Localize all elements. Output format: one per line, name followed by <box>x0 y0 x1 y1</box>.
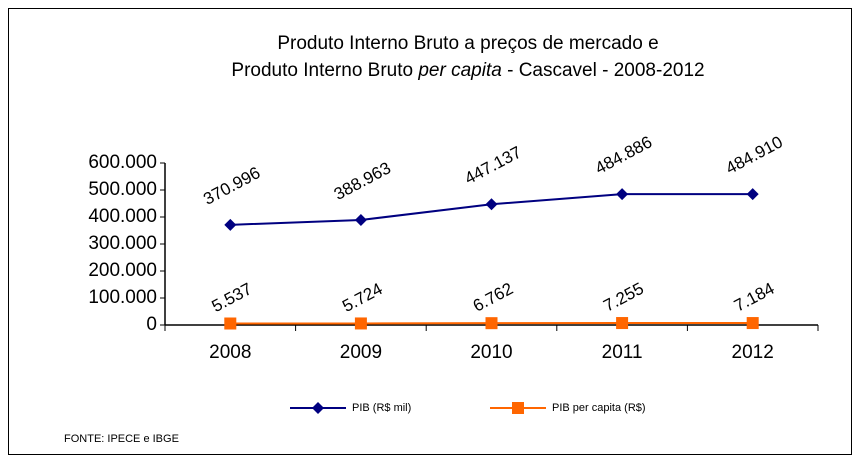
title-part: Produto Interno Bruto <box>231 60 418 81</box>
legend-label: PIB per capita (R$) <box>552 402 646 414</box>
y-tick-label: 200.000 <box>88 260 157 281</box>
data-point <box>485 198 498 211</box>
legend-marker <box>312 402 324 414</box>
title-part: per capita <box>417 60 501 81</box>
chart-title: Produto Interno Bruto per capita - Casca… <box>231 60 704 81</box>
legend-marker <box>512 402 524 414</box>
x-tick-label: 2011 <box>602 342 643 363</box>
y-tick-label: 500.000 <box>88 179 157 200</box>
data-point <box>354 317 367 330</box>
data-point <box>224 317 237 330</box>
source-note: FONTE: IPECE e IBGE <box>64 433 179 445</box>
y-tick-label: 600.000 <box>88 152 157 173</box>
data-point <box>485 317 498 330</box>
y-tick-label: 400.000 <box>88 206 157 227</box>
data-point <box>354 213 367 226</box>
chart-border <box>8 8 852 455</box>
x-tick-label: 2012 <box>732 342 774 363</box>
y-tick-label: 300.000 <box>88 233 157 254</box>
data-point <box>616 317 629 330</box>
x-tick-label: 2010 <box>470 342 512 363</box>
title-part: - Cascavel - 2008-2012 <box>502 60 705 81</box>
x-tick-label: 2008 <box>209 342 251 363</box>
chart-title: Produto Interno Bruto a preços de mercad… <box>277 33 658 54</box>
data-point <box>616 188 629 201</box>
data-point <box>746 188 759 201</box>
data-point <box>746 317 759 330</box>
y-tick-label: 100.000 <box>88 287 157 308</box>
y-tick-label: 0 <box>146 314 157 335</box>
legend-label: PIB (R$ mil) <box>352 402 411 414</box>
data-point <box>224 218 237 231</box>
x-tick-label: 2009 <box>340 342 382 363</box>
